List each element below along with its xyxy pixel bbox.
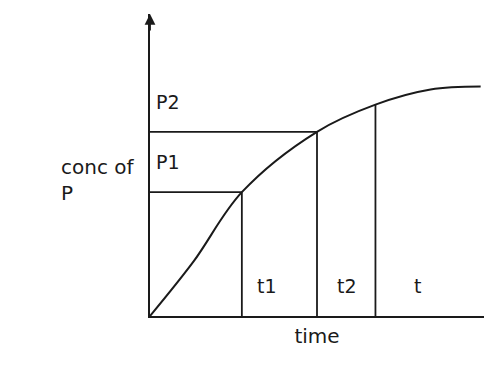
svg-text:conc ofP: conc ofP xyxy=(61,155,134,205)
svg-text:t1: t1 xyxy=(257,275,277,297)
svg-text:P2: P2 xyxy=(156,91,180,113)
svg-text:P1: P1 xyxy=(156,151,180,173)
svg-text:t: t xyxy=(414,275,421,297)
svg-text:time: time xyxy=(294,324,339,348)
svg-text:t2: t2 xyxy=(337,275,357,297)
